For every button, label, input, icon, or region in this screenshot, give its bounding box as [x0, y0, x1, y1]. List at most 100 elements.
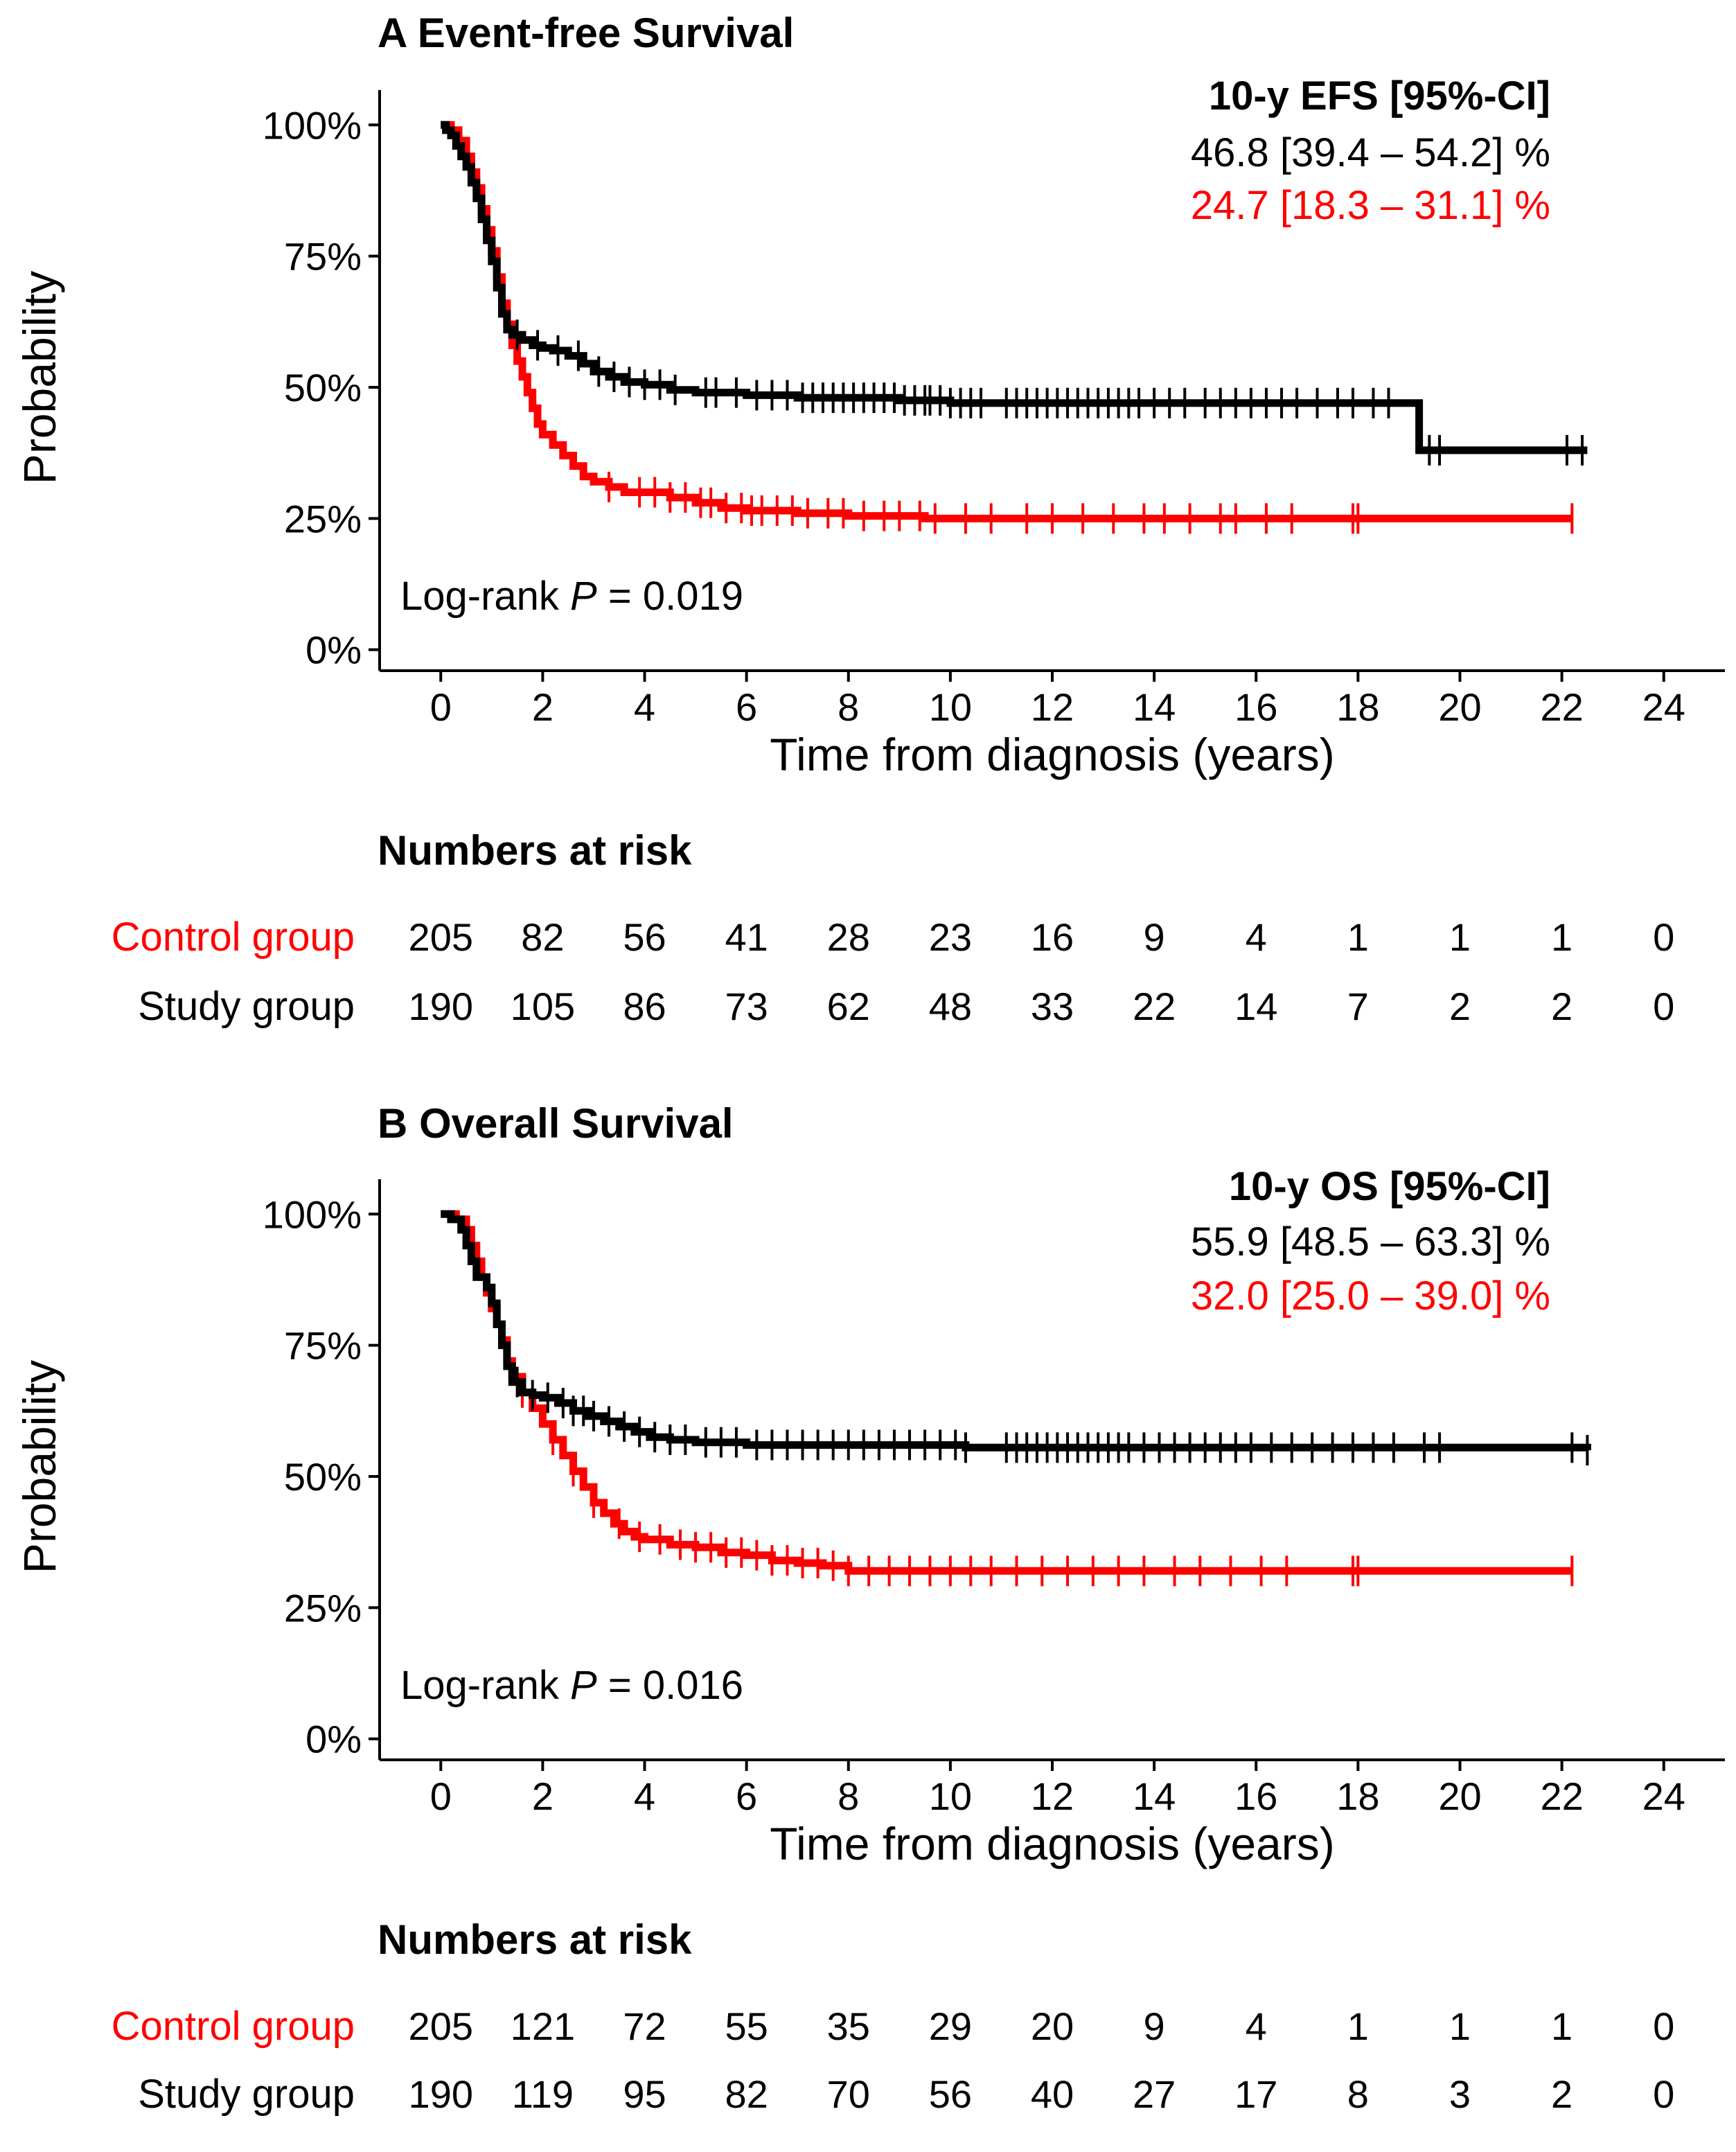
risk-count: 14: [1234, 985, 1277, 1028]
x-axis-label: Time from diagnosis (years): [770, 1818, 1334, 1869]
risk-count: 16: [1031, 915, 1074, 959]
y-tick-label: 25%: [284, 1586, 362, 1630]
x-tick-label: 4: [634, 685, 655, 729]
y-axis-label: Probability: [14, 1360, 65, 1573]
y-tick-label: 25%: [284, 497, 362, 540]
risk-count: 0: [1653, 915, 1674, 959]
risk-count: 20: [1031, 2004, 1074, 2048]
risk-count: 0: [1653, 2004, 1674, 2048]
risk-count: 27: [1133, 2072, 1176, 2116]
risk-count: 1: [1551, 2004, 1573, 2048]
risk-count: 8: [1347, 2072, 1369, 2116]
risk-count: 2: [1551, 2072, 1573, 2116]
x-tick-label: 18: [1336, 1774, 1379, 1818]
x-tick-label: 6: [736, 685, 757, 729]
risk-count: 41: [725, 915, 768, 959]
y-tick-label: 50%: [284, 366, 362, 409]
risk-row-label: Study group: [138, 984, 355, 1029]
risk-count: 56: [623, 915, 666, 959]
risk-count: 205: [409, 915, 473, 959]
study-survival-curve: [441, 1210, 1591, 1452]
risk-count: 0: [1653, 2072, 1674, 2116]
y-tick-label: 50%: [284, 1455, 362, 1499]
chart-title: B Overall Survival: [378, 1100, 734, 1147]
y-axis-label: Probability: [14, 271, 65, 484]
x-tick-label: 24: [1642, 1774, 1685, 1818]
risk-count: 105: [511, 985, 575, 1028]
risk-count: 190: [409, 985, 473, 1028]
x-tick-label: 16: [1234, 685, 1277, 729]
risk-count: 121: [511, 2004, 575, 2048]
risk-count: 17: [1234, 2072, 1277, 2116]
risk-count: 73: [725, 985, 768, 1028]
x-tick-label: 20: [1438, 1774, 1481, 1818]
risk-count: 23: [929, 915, 972, 959]
risk-count: 82: [725, 2072, 768, 2116]
risk-count: 62: [827, 985, 870, 1028]
x-tick-label: 12: [1031, 1774, 1074, 1818]
risk-count: 205: [409, 2004, 473, 2048]
study-survival-curve: [441, 121, 1588, 455]
x-tick-label: 20: [1438, 685, 1481, 729]
chart-title: A Event-free Survival: [378, 10, 794, 56]
risk-count: 40: [1031, 2072, 1074, 2116]
x-tick-label: 10: [929, 1774, 972, 1818]
x-tick-label: 2: [532, 685, 553, 729]
x-tick-label: 18: [1336, 685, 1379, 729]
risk-count: 7: [1347, 985, 1369, 1028]
risk-count: 28: [827, 915, 870, 959]
risk-count: 70: [827, 2072, 870, 2116]
x-tick-label: 6: [736, 1774, 757, 1818]
risk-count: 33: [1031, 985, 1074, 1028]
y-tick-label: 75%: [284, 235, 362, 279]
risk-count: 0: [1653, 985, 1674, 1028]
y-tick-label: 0%: [305, 1718, 362, 1761]
risk-count: 1: [1347, 915, 1369, 959]
logrank-pvalue: Log-rank P = 0.016: [400, 1663, 743, 1708]
y-tick-label: 75%: [284, 1324, 362, 1368]
x-tick-label: 16: [1234, 1774, 1277, 1818]
y-tick-label: 100%: [263, 1192, 362, 1236]
risk-count: 2: [1551, 985, 1573, 1028]
risk-row-label: Study group: [138, 2072, 355, 2117]
x-tick-label: 8: [838, 1774, 859, 1818]
x-tick-label: 4: [634, 1774, 655, 1818]
estimate-header: 10-y OS [95%-CI]: [1229, 1164, 1550, 1209]
pvalue-value: = 0.019: [597, 574, 743, 619]
pvalue-value: = 0.016: [597, 1663, 743, 1708]
pvalue-prefix: Log-rank: [400, 574, 570, 619]
risk-count: 190: [409, 2072, 473, 2116]
study-estimate: 46.8 [39.4 – 54.2] %: [1191, 130, 1550, 175]
risk-count: 72: [623, 2004, 666, 2048]
risk-count: 1: [1347, 2004, 1369, 2048]
x-tick-label: 22: [1540, 1774, 1583, 1818]
x-tick-label: 24: [1642, 685, 1685, 729]
x-tick-label: 0: [430, 685, 452, 729]
x-tick-label: 0: [430, 1774, 452, 1818]
x-tick-label: 2: [532, 1774, 553, 1818]
risk-count: 86: [623, 985, 666, 1028]
risk-count: 1: [1551, 915, 1573, 959]
risk-count: 1: [1449, 2004, 1471, 2048]
risk-row-label: Control group: [112, 915, 355, 960]
pvalue-symbol: P: [570, 574, 597, 619]
risk-count: 4: [1246, 2004, 1267, 2048]
risk-count: 56: [929, 2072, 972, 2116]
x-tick-label: 10: [929, 685, 972, 729]
risk-count: 35: [827, 2004, 870, 2048]
risk-count: 22: [1133, 985, 1176, 1028]
y-tick-label: 100%: [263, 103, 362, 147]
risk-count: 9: [1144, 915, 1165, 959]
x-tick-label: 22: [1540, 685, 1583, 729]
pvalue-prefix: Log-rank: [400, 1663, 570, 1708]
x-tick-label: 14: [1133, 1774, 1176, 1818]
risk-count: 119: [512, 2072, 574, 2116]
logrank-pvalue: Log-rank P = 0.019: [400, 574, 743, 619]
control-estimate: 32.0 [25.0 – 39.0] %: [1191, 1273, 1550, 1318]
risk-count: 82: [521, 915, 564, 959]
risk-count: 1: [1449, 915, 1471, 959]
risk-count: 48: [929, 985, 972, 1028]
risk-count: 95: [623, 2072, 666, 2116]
risk-table-title: Numbers at risk: [378, 1916, 692, 1963]
